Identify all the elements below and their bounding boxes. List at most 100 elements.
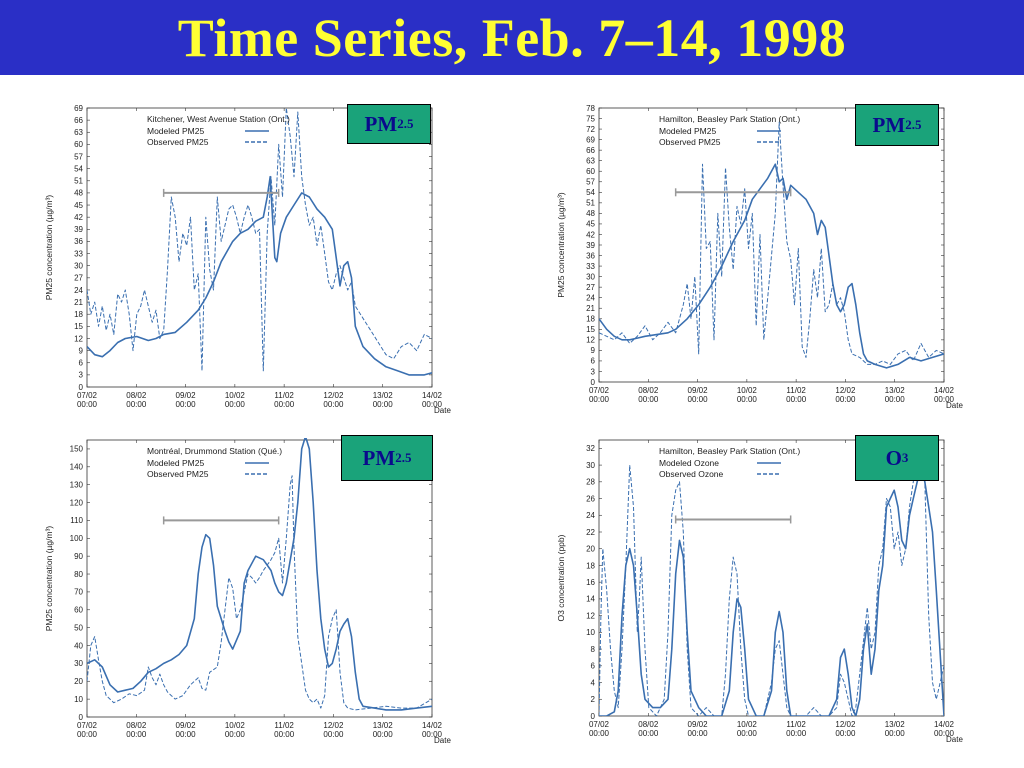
y-tick-label: 32 (586, 444, 595, 453)
x-tick-label: 08/02 (126, 721, 147, 730)
x-tick-label: 00:00 (835, 729, 856, 738)
x-tick-label: 00:00 (786, 395, 807, 404)
observed-series-line (87, 107, 432, 372)
y-tick-label: 16 (586, 578, 595, 587)
x-tick-label: 11/02 (274, 721, 294, 730)
y-tick-label: 140 (70, 463, 84, 472)
y-tick-label: 18 (74, 310, 83, 319)
x-tick-label: 09/02 (176, 721, 197, 730)
x-tick-label: 11/02 (274, 391, 294, 400)
badge-sub: 2.5 (395, 450, 412, 465)
x-tick-label: 13/02 (373, 721, 394, 730)
y-tick-label: 78 (586, 104, 595, 113)
modeled-series-line (599, 464, 944, 716)
legend-entry-label: Observed PM25 (147, 469, 209, 479)
y-tick-label: 40 (74, 641, 83, 650)
y-tick-label: 50 (74, 623, 83, 632)
x-tick-label: 08/02 (126, 391, 147, 400)
y-tick-label: 15 (74, 322, 83, 331)
x-tick-label: 10/02 (225, 391, 246, 400)
observed-series-line (87, 475, 432, 711)
x-tick-label: 00:00 (274, 730, 295, 739)
legend-entry-label: Modeled Ozone (659, 458, 719, 468)
x-tick-label: 00:00 (274, 400, 295, 409)
x-tick-label: 09/02 (176, 391, 197, 400)
y-tick-label: 110 (70, 516, 83, 525)
x-tick-label: 00:00 (786, 729, 807, 738)
x-tick-label: 11/02 (786, 720, 806, 729)
modeled-series-line (87, 175, 432, 376)
y-tick-label: 27 (74, 274, 83, 283)
badge-sub: 2.5 (397, 116, 414, 131)
y-axis-label: PM25 concentration (µg/m³) (44, 526, 54, 632)
x-tick-label: 12/02 (323, 391, 344, 400)
x-tick-label: 00:00 (176, 730, 197, 739)
badge-sub: 2.5 (905, 117, 922, 132)
x-tick-label: 12/02 (323, 721, 344, 730)
y-tick-label: 10 (74, 695, 83, 704)
y-tick-label: 36 (586, 251, 595, 260)
x-tick-label: 00:00 (589, 395, 610, 404)
y-tick-label: 57 (74, 152, 83, 161)
x-tick-label: 14/02 (934, 386, 955, 395)
y-tick-label: 30 (74, 261, 83, 270)
y-tick-label: 18 (586, 315, 595, 324)
x-tick-label: 00:00 (323, 400, 344, 409)
x-tick-label: 07/02 (77, 721, 98, 730)
x-axis-label: Date (434, 736, 451, 745)
legend-station: Montréal, Drummond Station (Qué.) (147, 446, 282, 456)
y-tick-label: 26 (586, 494, 595, 503)
x-tick-label: 00:00 (688, 729, 709, 738)
chart-hamilton-pm25: 0 3 6 9 12 15 18 21 24 27 30 33 36 39 42 45 48 51 54 57 60 63… (552, 98, 963, 423)
x-tick-label: 07/02 (77, 391, 98, 400)
x-tick-label: 00:00 (885, 395, 906, 404)
y-tick-label: 3 (591, 367, 596, 376)
y-tick-label: 80 (74, 570, 83, 579)
y-tick-label: 63 (586, 156, 595, 165)
x-axis-label: Date (946, 401, 963, 410)
y-tick-label: 28 (586, 478, 595, 487)
y-tick-label: 51 (586, 199, 595, 208)
badge-pm25: PM 2.5 (855, 104, 939, 146)
y-tick-label: 6 (591, 662, 596, 671)
y-tick-label: 2 (591, 695, 596, 704)
x-tick-label: 00:00 (373, 730, 394, 739)
y-tick-label: 42 (586, 230, 595, 239)
y-tick-label: 36 (74, 237, 83, 246)
y-tick-label: 9 (79, 346, 84, 355)
plot-frame (86, 107, 433, 388)
plot-frame (598, 107, 945, 383)
y-tick-label: 45 (74, 201, 83, 210)
y-tick-label: 20 (586, 545, 595, 554)
legend-entry-label: Modeled PM25 (147, 126, 204, 136)
x-tick-label: 12/02 (835, 386, 856, 395)
x-tick-label: 00:00 (934, 395, 955, 404)
chart-montreal-pm25: 0 10 20 30 40 50 60 70 80 90 100 110 120 130 140 150 07/… (40, 430, 451, 755)
y-tick-label: 51 (74, 177, 83, 186)
badge-main: PM (364, 111, 398, 136)
chart-kitchener-pm25: 0 3 6 9 12 15 18 21 24 27 30 33 36 39 42 45 48 51 54 57 60 63… (40, 98, 451, 423)
chart-svg: 0369121518212427303336394245485154576063… (44, 104, 451, 415)
modeled-series-line (87, 438, 432, 711)
x-tick-label: 08/02 (638, 720, 659, 729)
y-tick-label: 30 (586, 461, 595, 470)
badge-pm25: PM 2.5 (347, 104, 431, 144)
legend-entry-label: Observed Ozone (659, 469, 724, 479)
y-tick-label: 22 (586, 528, 595, 537)
x-tick-label: 12/02 (835, 720, 856, 729)
x-tick-label: 00:00 (422, 730, 443, 739)
y-tick-label: 0 (591, 712, 596, 721)
x-tick-label: 10/02 (737, 720, 758, 729)
legend-station: Kitchener, West Avenue Station (Ont.) (147, 114, 290, 124)
title-bar: Time Series, Feb. 7–14, 1998 (0, 0, 1024, 75)
plot-frame (598, 439, 945, 717)
x-tick-label: 13/02 (885, 720, 906, 729)
y-tick-label: 30 (586, 272, 595, 281)
y-tick-label: 66 (74, 116, 83, 125)
y-tick-label: 63 (74, 128, 83, 137)
legend-entry-label: Modeled PM25 (659, 126, 716, 136)
plot-frame (86, 439, 433, 718)
x-tick-label: 00:00 (323, 730, 344, 739)
x-tick-label: 00:00 (225, 400, 246, 409)
